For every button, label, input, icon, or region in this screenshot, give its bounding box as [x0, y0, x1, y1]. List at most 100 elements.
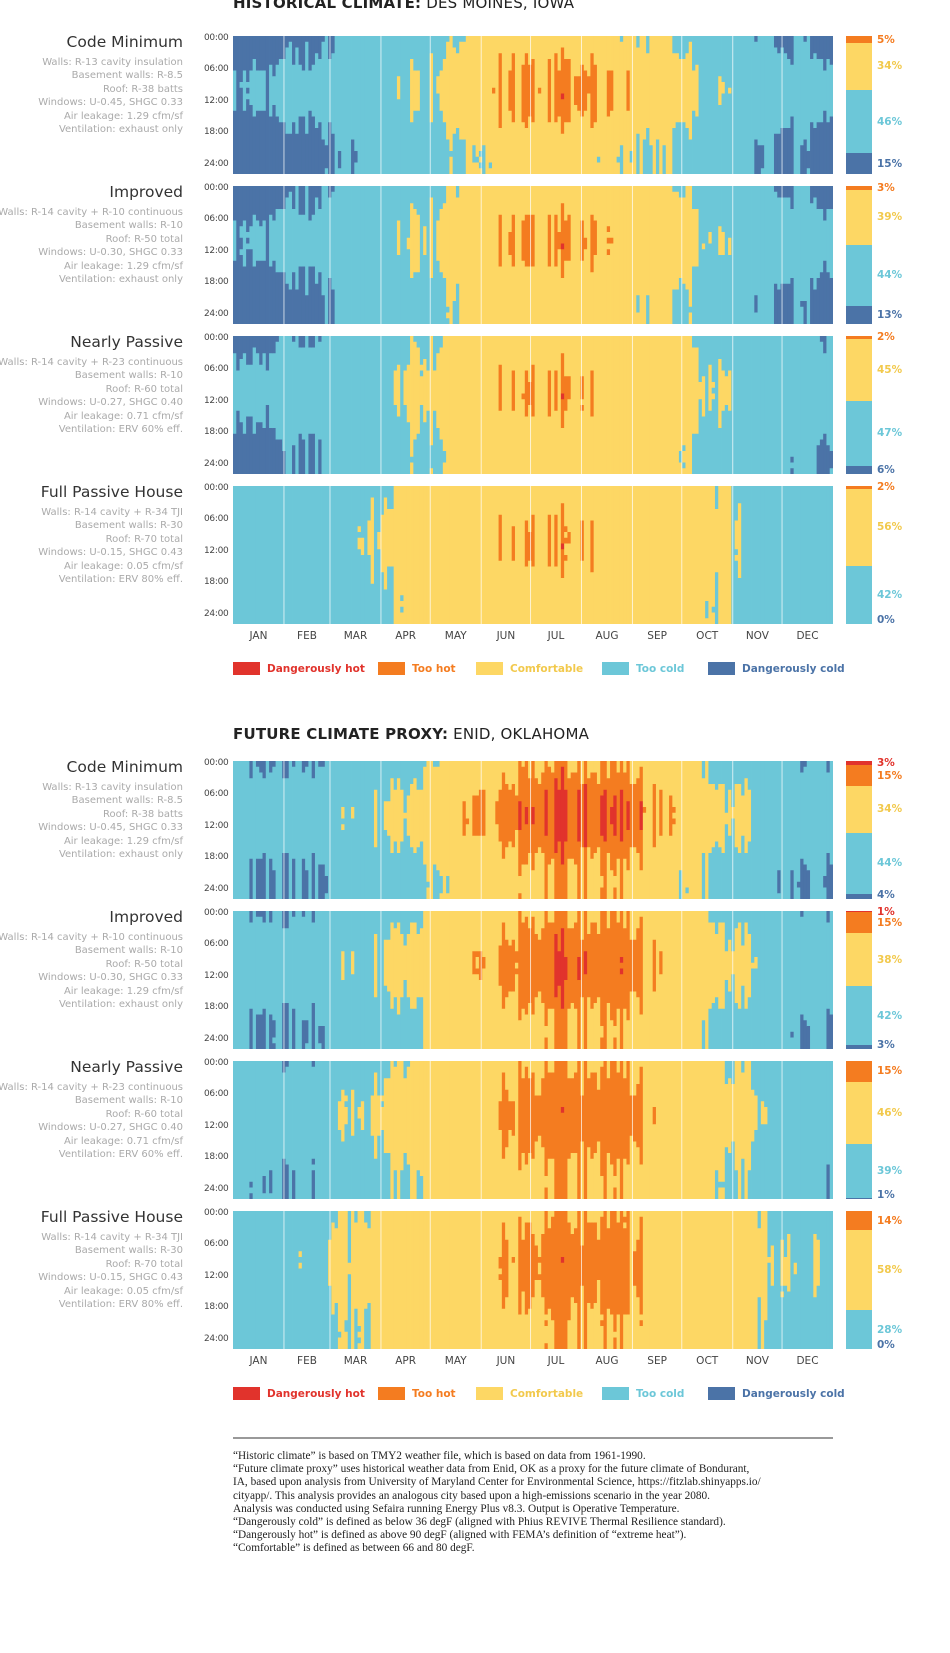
heatmap-cell-dangerously-cold: [790, 116, 795, 174]
heatmap-cell-dangerously-cold: [311, 853, 316, 899]
heatmap-cell-comfortable: [508, 1211, 513, 1349]
heatmap-cell-too-cold: [272, 1061, 277, 1199]
heatmap-cell-comfortable: [587, 1061, 591, 1079]
y-tick-label: 00:00: [204, 183, 229, 193]
heatmap-cell-too-hot: [560, 911, 565, 929]
heatmap-cell-too-cold: [347, 1274, 352, 1349]
heatmap-cell-comfortable: [475, 1211, 480, 1349]
heatmap-cell-too-hot: [524, 1066, 529, 1165]
heatmap-cell-comfortable: [557, 486, 562, 624]
legend-swatch: [378, 1387, 405, 1400]
heatmap-cell-comfortable: [580, 486, 585, 521]
heatmap-cell-comfortable: [629, 186, 634, 324]
heatmap-cell-too-cold: [396, 416, 401, 474]
panel-spec: Air leakage: 1.29 cfm/sf: [63, 985, 183, 997]
heatmap-cell-comfortable: [596, 162, 601, 174]
heatmap-cell-too-cold: [357, 186, 362, 324]
heatmap-cell-comfortable: [442, 1061, 447, 1199]
heatmap-cell-too-cold: [728, 93, 732, 174]
heatmap-cell-dangerously-cold: [292, 122, 296, 174]
heatmap-cell-comfortable: [646, 1061, 650, 1199]
heatmap-cell-too-cold: [387, 36, 391, 174]
section-title-bold: FUTURE CLIMATE PROXY:: [233, 725, 449, 743]
heatmap-cell-too-cold: [252, 1211, 257, 1349]
heatmap-cell-too-cold: [823, 220, 827, 262]
heatmap-cell-comfortable: [495, 336, 499, 474]
heatmap-cell-dangerously-hot: [619, 968, 624, 975]
heatmap-cell-comfortable: [646, 911, 650, 1049]
heatmap-cell-comfortable: [413, 209, 418, 273]
heatmap-cell-dangerously-cold: [816, 36, 821, 60]
heatmap-cell-too-hot: [583, 911, 588, 952]
heatmap-cell-too-hot: [534, 1245, 539, 1281]
heatmap-cell-comfortable: [688, 486, 693, 624]
heatmap-cell-too-cold: [596, 156, 601, 163]
heatmap-cell-comfortable: [488, 1061, 493, 1199]
heatmap-cell-too-cold: [308, 911, 313, 1049]
heatmap-cell-comfortable: [485, 761, 490, 899]
heatmap-cell-comfortable: [659, 486, 663, 624]
heatmap-cell-comfortable: [551, 486, 555, 624]
heatmap-cell-comfortable: [695, 761, 699, 899]
heatmap-cell-comfortable: [390, 778, 395, 854]
summary-bar-too-hot: [846, 765, 872, 787]
heatmap-cell-comfortable: [744, 778, 749, 854]
heatmap-cell-too-cold: [800, 186, 804, 302]
heatmap-cell-too-cold: [442, 186, 447, 204]
heatmap-cell-comfortable: [551, 1320, 555, 1349]
heatmap-cell-comfortable: [531, 416, 536, 474]
heatmap-cell-too-cold: [272, 486, 277, 624]
heatmap-cell-comfortable: [416, 347, 421, 435]
x-tick-month: FEB: [297, 630, 317, 642]
heatmap-cell-comfortable: [714, 1061, 719, 1171]
x-tick-month: OCT: [696, 630, 719, 642]
heatmap-cell-too-cold: [419, 186, 424, 324]
heatmap-cell-comfortable: [554, 410, 558, 474]
heatmap-cell-too-cold: [793, 36, 798, 174]
heatmap-cell-comfortable: [341, 1089, 345, 1142]
heatmap-cell-too-cold: [347, 1061, 352, 1199]
heatmap-cell-too-cold: [301, 1211, 306, 1349]
heatmap-cell-too-cold: [249, 70, 254, 106]
heatmap-cell-comfortable: [665, 486, 670, 624]
heatmap-cell-too-cold: [714, 911, 719, 935]
heatmap-cell-too-cold: [233, 220, 237, 262]
heatmap-cell-too-cold: [439, 110, 444, 174]
heatmap-cell-too-cold: [318, 766, 322, 865]
heatmap-cell-too-cold: [734, 36, 739, 174]
summary-bar-too-cold: [846, 1310, 872, 1350]
heatmap-cell-too-cold: [462, 139, 467, 174]
heatmap-cell-too-cold: [829, 468, 833, 474]
heatmap-cell-too-hot: [537, 784, 542, 848]
heatmap-cell-too-cold: [796, 486, 801, 624]
heatmap-cell-dangerously-cold: [269, 858, 273, 899]
heatmap-cell-too-hot: [560, 249, 565, 279]
panel-spec: Roof: R-60 total: [105, 383, 183, 395]
heatmap-cell-comfortable: [714, 1211, 719, 1349]
heatmap-cell-too-cold: [783, 486, 788, 624]
heatmap-cell-comfortable: [495, 486, 499, 624]
heatmap-cell-dangerously-cold: [259, 336, 263, 366]
heatmap-cell-too-cold: [295, 486, 299, 624]
summary-bar-too-hot: [846, 186, 872, 191]
heatmap-cell-comfortable: [701, 1061, 706, 1199]
heatmap-cell-comfortable: [613, 36, 618, 174]
heatmap-cell-too-hot: [613, 835, 618, 877]
heatmap-cell-too-cold: [292, 341, 296, 446]
heatmap-cell-too-cold: [816, 911, 821, 1049]
heatmap-cell-comfortable: [511, 266, 516, 324]
summary-percent-comfortable: 56%: [877, 521, 903, 534]
heatmap-cell-too-hot: [498, 214, 503, 267]
heatmap-cell-comfortable: [554, 486, 558, 516]
heatmap-cell-too-cold: [449, 151, 454, 158]
heatmap-cell-dangerously-cold: [321, 36, 326, 43]
heatmap-cell-comfortable: [439, 893, 444, 899]
heatmap-cell-too-cold: [403, 405, 408, 474]
heatmap-cell-comfortable: [541, 186, 545, 324]
heatmap-cell-too-cold: [416, 761, 421, 791]
summary-percent-too-hot: 2%: [877, 481, 895, 494]
heatmap-cell-too-cold: [803, 336, 808, 474]
heatmap-cell-too-hot: [560, 1112, 565, 1199]
heatmap-cell-comfortable: [439, 1061, 444, 1199]
heatmap-cell-too-cold: [701, 249, 706, 324]
